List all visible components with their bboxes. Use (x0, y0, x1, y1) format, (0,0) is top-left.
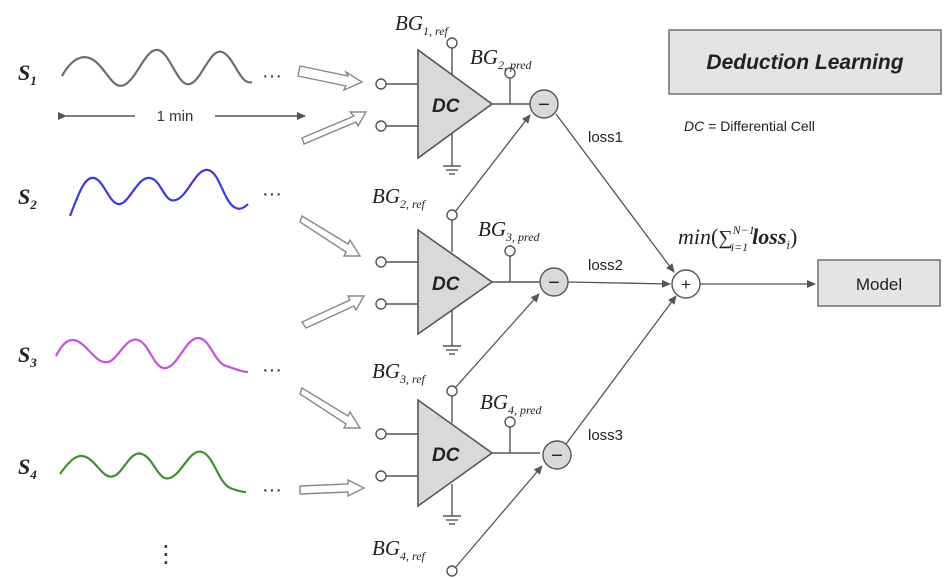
differential-cell-3: DC (375, 385, 540, 525)
signal-waveform-s4 (59, 450, 247, 494)
dc2-input-a-terminal (375, 256, 387, 268)
dc3-amplifier (417, 398, 494, 508)
subtractor-2: − (539, 267, 569, 297)
block-arrow-s1-upper (297, 65, 364, 92)
duration-label: 1 min (157, 108, 194, 125)
ref3-to-subtractor2-line (454, 293, 540, 389)
duration-indicator: 1 min (58, 108, 306, 125)
title-box: Deduction Learning (668, 29, 942, 95)
dc2-ref-terminal (446, 209, 458, 221)
loss3-label: loss3 (588, 427, 623, 444)
dc3-ref-terminal (446, 385, 458, 397)
legend-text: DC = Differential Cell (684, 118, 815, 134)
bg4-pred-label: BG4, pred (480, 390, 543, 417)
loss1-line (555, 113, 675, 273)
title-label: Deduction Learning (706, 51, 903, 74)
ground-icon (443, 345, 461, 355)
objective-expression: min(∑N−1 i=1 lossi) (678, 223, 797, 254)
bg3-pred-label: BG3, pred (478, 217, 541, 244)
dc3-input-a-terminal (375, 428, 387, 440)
signal-label-s1: S1 (18, 60, 37, 88)
block-arrow-s2-lower (299, 214, 362, 257)
signal-ellipsis-1: ··· (262, 65, 282, 87)
bg3-ref-label: BG3, ref (372, 359, 427, 386)
differential-cell-2: DC (375, 209, 540, 355)
signal-row-3: S3 ··· (18, 295, 366, 429)
loss2-line (567, 279, 671, 288)
dc1-amplifier (417, 48, 494, 160)
vertical-ellipsis: ⋮ (154, 541, 178, 568)
dc2-input-b-terminal (375, 298, 387, 310)
signal-waveform-s2 (68, 168, 249, 217)
dc3-pred-terminal (504, 416, 516, 428)
bg4-ref-label: BG4, ref (372, 536, 427, 563)
signal-ellipsis-2: ··· (262, 183, 282, 205)
block-arrow-s3-upper (300, 295, 366, 329)
dc3-input-b-terminal (375, 470, 387, 482)
ref4-terminal (446, 565, 458, 577)
ground-icon (443, 165, 461, 175)
dc1-input-a-terminal (375, 78, 387, 90)
ref2-to-subtractor1-line (454, 114, 531, 213)
title-box-rect (668, 29, 942, 95)
signal-waveform-s1 (61, 48, 253, 87)
subtractor-3-circle (542, 440, 572, 470)
minus-icon: − (538, 94, 550, 116)
block-arrow-s3-lower (299, 386, 362, 429)
dc2-pred-terminal (504, 245, 516, 257)
plus-icon: + (681, 275, 691, 294)
bg2-pred-label: BG2, pred (470, 45, 533, 72)
differential-cell-1: DC (375, 37, 530, 175)
signal-row-2: S2 ··· (18, 111, 368, 257)
signal-row-4: S4 ··· (18, 450, 366, 501)
model-box: Model (817, 259, 941, 307)
dc1-label: DC (432, 96, 460, 117)
dc2-amplifier (417, 228, 494, 336)
bg2-ref-label: BG2, ref (372, 184, 427, 211)
signal-label-s2: S2 (18, 184, 37, 212)
signal-ellipsis-4: ··· (262, 479, 282, 501)
signal-waveform-s3 (55, 336, 249, 374)
dc3-label: DC (432, 445, 460, 466)
loss3-line (565, 295, 677, 445)
block-arrow-s4-upper (299, 478, 366, 498)
dc1-input-b-terminal (375, 120, 387, 132)
signal-label-s4: S4 (18, 454, 37, 482)
dc1-ref-terminal (446, 37, 458, 49)
subtractor-1: − (529, 89, 559, 119)
ref4-to-subtractor3-line (454, 465, 543, 569)
minus-icon: − (548, 272, 560, 294)
signal-ellipsis-3: ··· (262, 359, 282, 381)
dc2-label: DC (432, 274, 460, 295)
block-arrow-s2-upper (301, 111, 368, 145)
signal-label-s3: S3 (18, 342, 37, 370)
signal-row-1: S1 ··· (18, 48, 364, 92)
loss1-label: loss1 (588, 129, 623, 146)
subtractor-3: − (542, 440, 572, 470)
bg1-ref-label: BG1, ref (395, 11, 450, 38)
model-box-rect (817, 259, 941, 307)
model-label: Model (856, 275, 902, 294)
loss2-label: loss2 (588, 257, 623, 274)
summation-node: + (671, 269, 701, 299)
dc1-pred-terminal (504, 67, 516, 79)
subtractor-1-circle (529, 89, 559, 119)
ground-icon (443, 515, 461, 525)
minus-icon: − (551, 445, 563, 467)
